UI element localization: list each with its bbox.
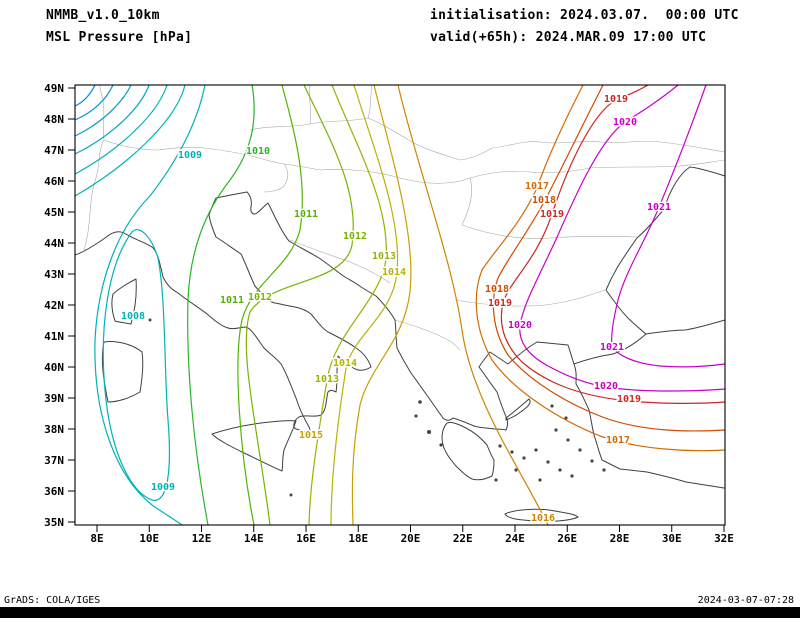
isobar-label: 1010 [246, 146, 270, 157]
isobar-label: 1014 [382, 267, 406, 278]
isobar-1015 [351, 84, 412, 526]
lat-axis-label: 38N [44, 423, 64, 436]
isobar-label: 1011 [220, 295, 244, 306]
aegean-islands [148, 318, 606, 497]
field-name: MSL Pressure [hPa] [46, 30, 193, 45]
lon-axis-label: 12E [192, 532, 212, 545]
isobar-label: 1020 [508, 320, 532, 331]
isobar-1017 [475, 84, 726, 452]
valid-time: valid(+65h): 2024.MAR.09 17:00 UTC [430, 30, 707, 45]
coastline-sardinia [101, 341, 144, 403]
lat-axis-label: 42N [44, 299, 64, 312]
isobar-label: 1020 [613, 117, 637, 128]
coastline-corsica [111, 278, 137, 325]
isobar-1016 [397, 84, 549, 526]
lat-axis-label: 40N [44, 361, 64, 374]
isobar-label: 1019 [617, 394, 641, 405]
isobar-label: 1019 [604, 94, 628, 105]
isobar-label: 1013 [315, 374, 339, 385]
lon-axis-label: 28E [610, 532, 630, 545]
isobar-label: 1014 [333, 358, 357, 369]
lat-axis-label: 43N [44, 268, 64, 281]
lon-axis-label: 26E [557, 532, 577, 545]
lon-axis-label: 30E [662, 532, 682, 545]
isobar-1003 [74, 84, 96, 107]
coastline-black-sea [605, 166, 726, 335]
isobar-label: 1018 [532, 195, 556, 206]
lon-axis-label: 24E [505, 532, 525, 545]
coastline-turkey-aegean [573, 363, 725, 489]
model-name: NMMB_v1.0_10km [46, 8, 160, 23]
isobar-label: 1008 [121, 311, 145, 322]
isobar-1014 [330, 84, 399, 526]
country-borders [83, 84, 726, 351]
isobar-label: 1013 [372, 251, 396, 262]
isobar-label: 1017 [606, 435, 630, 446]
lat-axis-label: 48N [44, 113, 64, 126]
lat-axis-label: 35N [44, 516, 64, 529]
coastline-balkan-west [246, 191, 507, 431]
lon-axis-label: 10E [139, 532, 159, 545]
isobar-label: 1009 [151, 482, 175, 493]
lon-axis-label: 22E [453, 532, 473, 545]
generation-timestamp: 2024-03-07-07:28 [697, 595, 794, 606]
coastline-greece-aegean [478, 333, 647, 431]
lat-axis-label: 41N [44, 330, 64, 343]
lon-axis-label: 8E [90, 532, 103, 545]
map-frame [74, 84, 726, 526]
lon-axis-label: 18E [348, 532, 368, 545]
isobar-label: 1018 [485, 284, 509, 295]
isobar-label: 1021 [647, 202, 671, 213]
lon-axis-label: 14E [244, 532, 264, 545]
isobar-1012 [245, 84, 354, 526]
isobar-label: 1019 [540, 209, 564, 220]
coastline-turkey-north [645, 319, 726, 335]
isobar-1010 [187, 84, 255, 526]
isobar-1005 [74, 84, 132, 137]
isobar-label: 1012 [343, 231, 367, 242]
lat-axis-label: 46N [44, 175, 64, 188]
isobar-label: 1017 [525, 181, 549, 192]
isobar-1013 [308, 84, 387, 526]
lat-axis-label: 37N [44, 454, 64, 467]
grads-credit: GrADS: COLA/IGES [4, 595, 101, 606]
isobar-label: 1009 [178, 150, 202, 161]
lon-axis-label: 16E [296, 532, 316, 545]
initialisation-time: initialisation: 2024.03.07. 00:00 UTC [430, 8, 739, 23]
lat-axis-label: 49N [44, 82, 64, 95]
isobar-1019 [500, 84, 726, 404]
isobar-1007 [74, 84, 168, 175]
isobar-label: 1011 [294, 209, 318, 220]
lon-axis-label: 20E [401, 532, 421, 545]
lat-axis-label: 45N [44, 206, 64, 219]
coastline-peloponnese [441, 422, 495, 481]
isobar-label: 1016 [531, 513, 555, 524]
coastline-italy [74, 191, 372, 433]
isobar-1011 [237, 84, 303, 526]
coastline-euboea [505, 398, 531, 421]
isobar-1018 [492, 84, 726, 432]
lat-axis-label: 39N [44, 392, 64, 405]
isobar-1004 [74, 84, 114, 121]
isobar-label: 1020 [594, 381, 618, 392]
isobar-label: 1012 [248, 292, 272, 303]
isobar-1009 [94, 84, 206, 526]
bottom-black-bar [0, 607, 800, 618]
isobar-1008-a [74, 84, 186, 197]
isobar-1021 [611, 84, 726, 368]
isobar-1006 [74, 84, 150, 155]
isobar-label: 1019 [488, 298, 512, 309]
lat-axis-label: 44N [44, 237, 64, 250]
isobar-label: 1021 [600, 342, 624, 353]
lat-axis-label: 36N [44, 485, 64, 498]
isobar-label: 1015 [299, 430, 323, 441]
lat-axis-label: 47N [44, 144, 64, 157]
isobar-1020 [519, 84, 726, 392]
lon-axis-label: 32E [714, 532, 734, 545]
isobar-1008-low [102, 229, 171, 501]
coastline-sicily [211, 420, 297, 472]
